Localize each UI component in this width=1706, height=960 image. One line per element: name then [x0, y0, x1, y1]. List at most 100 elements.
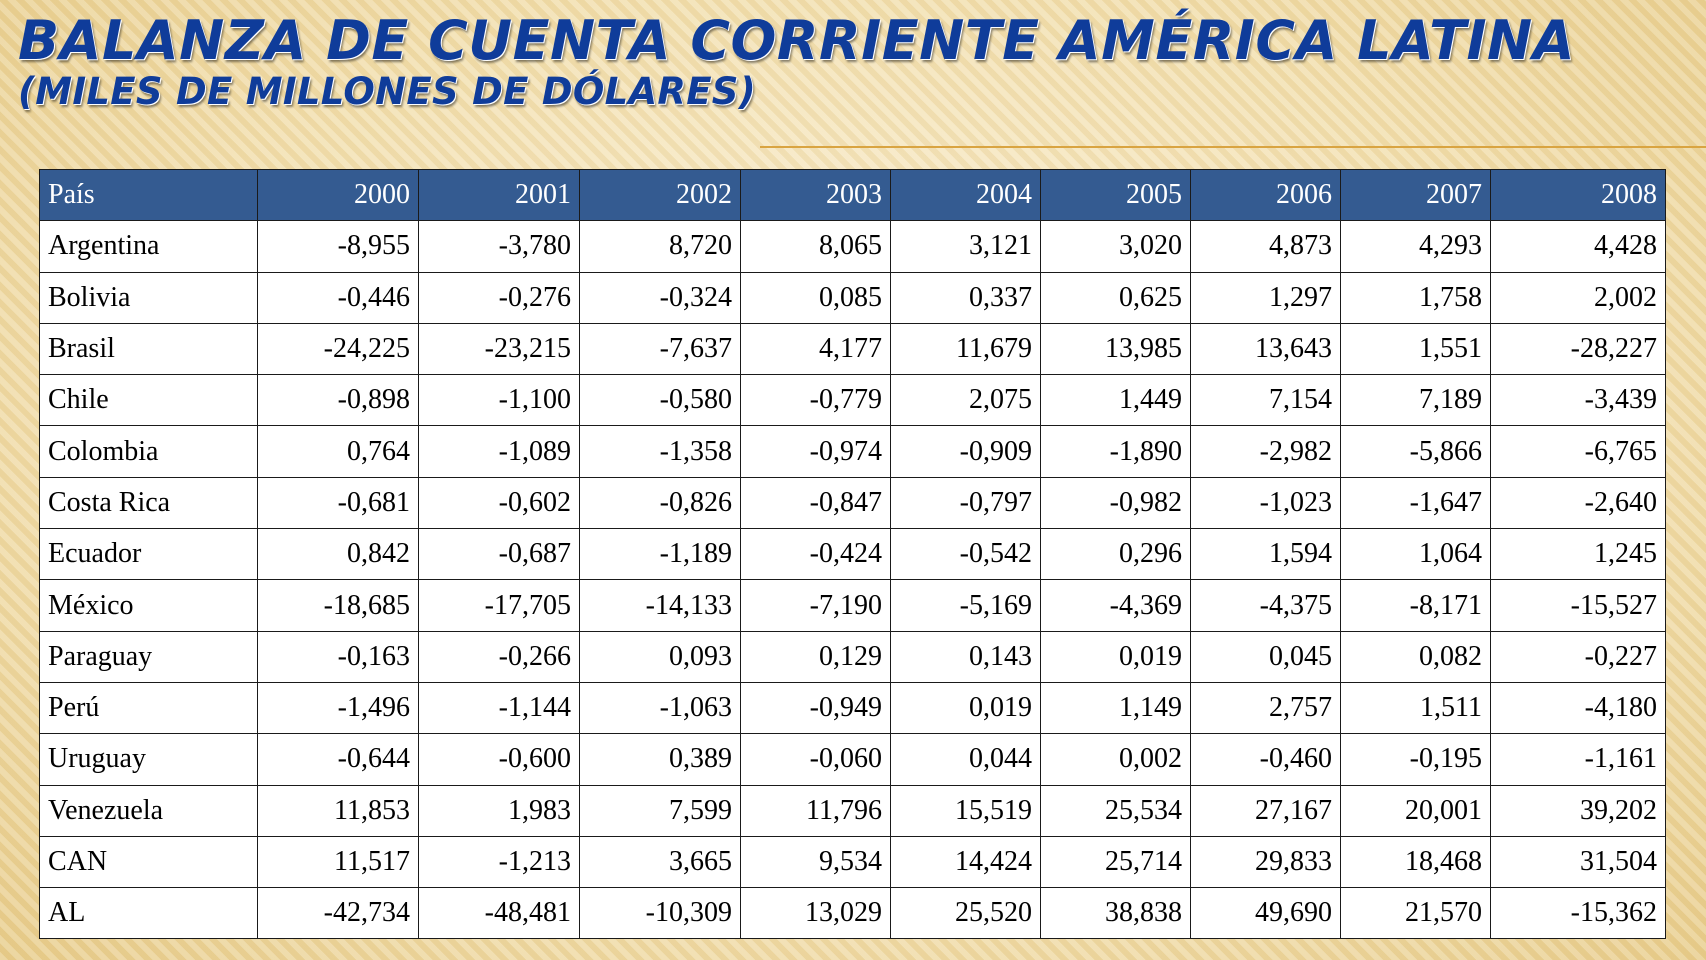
table-row: México -18,685 -17,705 -14,133 -7,190 -5,169-…	[39, 579, 1666, 632]
value-cell: 1,149	[1040, 681, 1191, 735]
country-cell: AL	[39, 887, 258, 940]
value-cell: -0,847	[740, 476, 891, 530]
value-cell: 2,757	[1190, 681, 1341, 735]
value-cell: 0,625	[1040, 271, 1191, 324]
country-cell: Chile	[39, 374, 258, 427]
slide-title: BALANZA DE CUENTA CORRIENTE AMÉRICA LATI…	[18, 9, 1576, 72]
value-cell: 1,064	[1340, 528, 1491, 581]
value-cell: 0,085	[740, 271, 891, 324]
value-cell: -3,780	[418, 220, 580, 273]
value-cell: 25,714	[1040, 835, 1191, 889]
value-cell: -42,734	[257, 887, 419, 940]
table-row: Costa Rica -0,681 -0,602 -0,826 -0,847 -0,797…	[39, 476, 1666, 530]
value-cell: -15,527	[1490, 579, 1666, 632]
value-cell: -0,600	[418, 733, 580, 786]
column-header-year: 2001	[418, 168, 580, 222]
country-cell: Costa Rica	[39, 476, 258, 530]
value-cell: 1,449	[1040, 374, 1191, 427]
value-cell: -1,161	[1490, 733, 1666, 786]
header-row: País 2000 2001 2002 2003 2004 2005 2006 2007 2008	[39, 168, 1666, 222]
value-cell: 0,082	[1340, 630, 1491, 683]
value-cell: -0,060	[740, 733, 891, 786]
value-cell: -0,602	[418, 476, 580, 530]
value-cell: 13,985	[1040, 322, 1191, 376]
value-cell: -8,955	[257, 220, 419, 273]
value-cell: -0,446	[257, 271, 419, 324]
value-cell: 11,796	[740, 784, 891, 837]
title-divider	[760, 146, 1706, 148]
value-cell: 27,167	[1190, 784, 1341, 837]
value-cell: -7,637	[579, 322, 741, 376]
value-cell: 11,853	[257, 784, 419, 837]
value-cell: 1,511	[1340, 681, 1491, 735]
value-cell: 9,534	[740, 835, 891, 889]
table-row: Perú -1,496 -1,144 -1,063 -0,949 0,019 1,149 2,…	[39, 681, 1666, 735]
value-cell: -3,439	[1490, 374, 1666, 427]
value-cell: -0,826	[579, 476, 741, 530]
value-cell: -1,063	[579, 681, 741, 735]
column-header-year: 2004	[890, 168, 1041, 222]
value-cell: -24,225	[257, 322, 419, 376]
value-cell: -14,133	[579, 579, 741, 632]
value-cell: -48,481	[418, 887, 580, 940]
table-row: Uruguay -0,644 -0,600 0,389 -0,060 0,044 0,002…	[39, 733, 1666, 786]
value-cell: 21,570	[1340, 887, 1491, 940]
table-row: Argentina -8,955 -3,780 8,720 8,065 3,121 3,02…	[39, 220, 1666, 273]
value-cell: -1,189	[579, 528, 741, 581]
value-cell: -0,163	[257, 630, 419, 683]
value-cell: -1,023	[1190, 476, 1341, 530]
value-cell: 11,679	[890, 322, 1041, 376]
value-cell: 39,202	[1490, 784, 1666, 837]
value-cell: 8,720	[579, 220, 741, 273]
value-cell: -15,362	[1490, 887, 1666, 940]
value-cell: -18,685	[257, 579, 419, 632]
value-cell: -28,227	[1490, 322, 1666, 376]
value-cell: 38,838	[1040, 887, 1191, 940]
table-row: Paraguay -0,163 -0,266 0,093 0,129 0,143 0,019…	[39, 630, 1666, 683]
country-cell: Paraguay	[39, 630, 258, 683]
country-cell: Venezuela	[39, 784, 258, 837]
value-cell: -0,266	[418, 630, 580, 683]
value-cell: 4,873	[1190, 220, 1341, 273]
value-cell: -2,640	[1490, 476, 1666, 530]
value-cell: -8,171	[1340, 579, 1491, 632]
value-cell: 1,551	[1340, 322, 1491, 376]
value-cell: -1,496	[257, 681, 419, 735]
value-cell: 7,154	[1190, 374, 1341, 427]
value-cell: 0,129	[740, 630, 891, 683]
column-header-year: 2008	[1490, 168, 1666, 222]
current-account-table: País 2000 2001 2002 2003 2004 2005 2006 2007 2008…	[39, 168, 1666, 940]
value-cell: 0,842	[257, 528, 419, 581]
value-cell: -0,227	[1490, 630, 1666, 683]
value-cell: 2,002	[1490, 271, 1666, 324]
value-cell: 1,245	[1490, 528, 1666, 581]
column-header-year: 2007	[1340, 168, 1491, 222]
value-cell: 25,520	[890, 887, 1041, 940]
value-cell: -1,100	[418, 374, 580, 427]
value-cell: -1,089	[418, 425, 580, 478]
value-cell: -5,169	[890, 579, 1041, 632]
value-cell: 0,389	[579, 733, 741, 786]
value-cell: -0,580	[579, 374, 741, 427]
value-cell: 0,764	[257, 425, 419, 478]
value-cell: -0,898	[257, 374, 419, 427]
value-cell: -4,375	[1190, 579, 1341, 632]
value-cell: 0,019	[1040, 630, 1191, 683]
value-cell: 4,293	[1340, 220, 1491, 273]
value-cell: -0,797	[890, 476, 1041, 530]
value-cell: -0,681	[257, 476, 419, 530]
table-row: Venezuela 11,853 1,983 7,599 11,796 15,519 25,…	[39, 784, 1666, 837]
value-cell: 3,665	[579, 835, 741, 889]
value-cell: -0,982	[1040, 476, 1191, 530]
country-cell: Argentina	[39, 220, 258, 273]
table-row: AL -42,734 -48,481 -10,309 13,029 25,520 38,83…	[39, 887, 1666, 940]
value-cell: 0,019	[890, 681, 1041, 735]
column-header-year: 2000	[257, 168, 419, 222]
value-cell: -0,687	[418, 528, 580, 581]
table-row: Brasil -24,225 -23,215 -7,637 4,177 11,679 13,…	[39, 322, 1666, 376]
country-cell: México	[39, 579, 258, 632]
value-cell: 7,599	[579, 784, 741, 837]
value-cell: -0,195	[1340, 733, 1491, 786]
value-cell: 18,468	[1340, 835, 1491, 889]
value-cell: 15,519	[890, 784, 1041, 837]
